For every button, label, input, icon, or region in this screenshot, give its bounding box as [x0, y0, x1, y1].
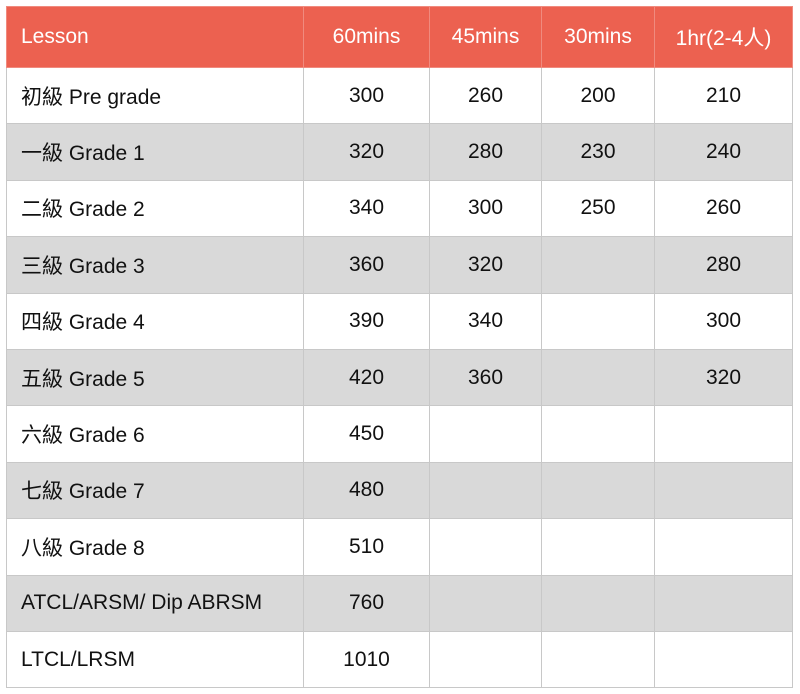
price-cell — [429, 405, 542, 463]
table-row: 八級 Grade 8 510 — [6, 518, 793, 576]
price-cell — [541, 574, 655, 632]
price-cell: 1010 — [303, 630, 430, 689]
price-cell — [541, 348, 655, 407]
price-cell: 510 — [303, 518, 430, 576]
price-cell: 300 — [654, 292, 793, 350]
price-cell: 340 — [303, 179, 430, 238]
price-cell: 250 — [541, 179, 655, 238]
lesson-cell: 二級 Grade 2 — [6, 179, 304, 238]
price-cell — [541, 405, 655, 463]
price-cell: 230 — [541, 123, 655, 181]
table-row: 五級 Grade 5 420 360 320 — [6, 348, 793, 407]
price-cell — [541, 518, 655, 576]
lesson-cell: LTCL/LRSM — [6, 630, 304, 689]
price-cell — [429, 518, 542, 576]
price-cell: 300 — [429, 179, 542, 238]
table-row: LTCL/LRSM 1010 — [6, 630, 793, 689]
column-header: 45mins — [429, 6, 542, 68]
price-cell — [654, 518, 793, 576]
lesson-cell: 五級 Grade 5 — [6, 348, 304, 407]
price-cell: 320 — [429, 236, 542, 294]
lesson-cell: 初級 Pre grade — [6, 66, 304, 125]
price-cell: 260 — [654, 179, 793, 238]
price-cell: 420 — [303, 348, 430, 407]
column-header: 1hr(2-4人) — [654, 6, 793, 68]
price-cell: 390 — [303, 292, 430, 350]
price-cell: 760 — [303, 574, 430, 632]
lesson-cell: 八級 Grade 8 — [6, 518, 304, 576]
price-cell: 210 — [654, 66, 793, 125]
table-row: 三級 Grade 3 360 320 280 — [6, 236, 793, 294]
header-row: Lesson 60mins 45mins 30mins 1hr(2-4人) — [6, 6, 793, 68]
lesson-cell: 一級 Grade 1 — [6, 123, 304, 181]
price-cell — [429, 574, 542, 632]
price-cell: 260 — [429, 66, 542, 125]
table-row: 四級 Grade 4 390 340 300 — [6, 292, 793, 350]
table-row: 七級 Grade 7 480 — [6, 461, 793, 520]
table-row: ATCL/ARSM/ Dip ABRSM 760 — [6, 574, 793, 632]
lesson-cell: 六級 Grade 6 — [6, 405, 304, 463]
price-cell: 450 — [303, 405, 430, 463]
column-header: 30mins — [541, 6, 655, 68]
price-cell — [541, 461, 655, 520]
lesson-cell: 四級 Grade 4 — [6, 292, 304, 350]
price-cell: 280 — [654, 236, 793, 294]
column-header: Lesson — [6, 6, 304, 68]
column-header: 60mins — [303, 6, 430, 68]
price-cell: 340 — [429, 292, 542, 350]
price-cell: 300 — [303, 66, 430, 125]
price-cell: 360 — [429, 348, 542, 407]
price-cell — [654, 405, 793, 463]
lesson-cell: ATCL/ARSM/ Dip ABRSM — [6, 574, 304, 632]
price-cell: 320 — [303, 123, 430, 181]
price-cell — [541, 236, 655, 294]
price-table: Lesson 60mins 45mins 30mins 1hr(2-4人) 初級 Pre… — [6, 6, 793, 689]
price-cell — [429, 461, 542, 520]
price-cell: 200 — [541, 66, 655, 125]
price-cell: 480 — [303, 461, 430, 520]
price-cell — [654, 461, 793, 520]
table-row: 二級 Grade 2 340 300 250 260 — [6, 179, 793, 238]
price-cell: 240 — [654, 123, 793, 181]
price-cell: 320 — [654, 348, 793, 407]
price-cell — [541, 292, 655, 350]
table-row: 一級 Grade 1 320 280 230 240 — [6, 123, 793, 181]
price-cell — [541, 630, 655, 689]
table-row: 六級 Grade 6 450 — [6, 405, 793, 463]
price-cell — [654, 574, 793, 632]
table-row: 初級 Pre grade 300 260 200 210 — [6, 66, 793, 125]
price-cell: 280 — [429, 123, 542, 181]
price-cell — [429, 630, 542, 689]
price-cell — [654, 630, 793, 689]
price-cell: 360 — [303, 236, 430, 294]
lesson-cell: 七級 Grade 7 — [6, 461, 304, 520]
lesson-cell: 三級 Grade 3 — [6, 236, 304, 294]
